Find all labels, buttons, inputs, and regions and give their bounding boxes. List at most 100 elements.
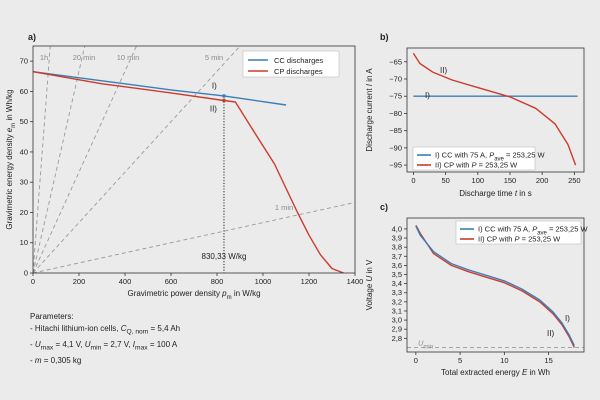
isoline-label-2: 10 min (117, 53, 140, 62)
c-ytick-label-4: 3,2 (392, 297, 402, 306)
parameters-limits: - Umax = 4,1 V, Umin = 2,7 V, Imax = 100… (30, 339, 180, 355)
b-ytick-label-0: −95 (389, 161, 402, 170)
b-xtick-label-5: 250 (568, 176, 581, 185)
series-b (412, 52, 578, 166)
c-ytick-label-2: 3,0 (392, 316, 402, 325)
legend-b-entry-1: II) CP with P = 253,25 W (435, 161, 518, 170)
b-ytick-label-2: −85 (389, 126, 402, 135)
cell-value: = 5,4 Ah (148, 324, 181, 334)
a-ytick-label-4: 40 (20, 147, 28, 156)
c-ytick-label-0: 2,8 (392, 334, 402, 343)
c-ytick-label-5: 3,3 (392, 288, 402, 297)
panel-label-c: c) (380, 202, 388, 212)
a-xtick-label-7: 1400 (347, 277, 364, 286)
legend-a: CC discharges CP discharges (242, 50, 340, 78)
isoline-2 (33, 46, 137, 273)
b-xtick-label-4: 200 (536, 176, 549, 185)
series-c-cp-line (415, 224, 575, 348)
b-plot-frame (406, 47, 585, 173)
c-ytick-label-3: 3,1 (392, 306, 402, 315)
isoline-label-4: 1 min (275, 203, 293, 212)
imax-sub: max (135, 344, 148, 352)
panel-label-a: a) (28, 32, 36, 42)
legend-c-box (455, 220, 582, 245)
marker-point-cp (222, 98, 226, 103)
a-xtick-label-0: 0 (31, 277, 35, 286)
a-ylabel: Gravimetric energy density em in Wh/kg (5, 89, 17, 229)
b-point-label-1: I) (425, 91, 430, 100)
a-ytick-label-0: 0 (24, 269, 28, 278)
b-ytick-label-5: −70 (389, 75, 402, 84)
c-ytick-label-12: 4,0 (392, 224, 402, 233)
b-ytick-label-6: −65 (389, 57, 402, 66)
legend-c-entry-1: II) CP with P = 253,25 W (478, 235, 561, 244)
c-xtick-label-1: 5 (458, 356, 462, 365)
c-ytick-label-6: 3,4 (392, 279, 402, 288)
legend-a-box (242, 50, 340, 78)
a-xtick-label-4: 800 (211, 277, 224, 286)
legend-a-entry-1: CP discharges (274, 67, 323, 76)
a-ytick-label-5: 50 (20, 117, 28, 126)
cell-symbol: C (120, 324, 127, 334)
c-xtick-label-3: 15 (544, 356, 552, 365)
series-a (33, 71, 344, 273)
cell-sub: Q, nom (126, 328, 149, 336)
b-ylabel: Discharge current I in A (365, 68, 374, 152)
a-xtick-label-6: 1200 (301, 277, 318, 286)
mass-val: = 0,305 kg (41, 355, 82, 365)
series-c-cc-line (415, 225, 575, 346)
a-plot-frame (32, 45, 356, 274)
a-xtick-label-1: 200 (73, 277, 86, 286)
c-point-label-0: I) (565, 314, 570, 323)
point-label-0: I) (212, 81, 217, 90)
series-cp-line (33, 71, 344, 273)
series-c (415, 224, 575, 348)
c-ytick-label-11: 3,9 (392, 234, 402, 243)
legend-a-entry-0: CC discharges (274, 56, 323, 65)
parameters-heading: Parameters: (30, 312, 74, 321)
isoline-4 (33, 201, 355, 273)
marker-label: 830,33 W/kg (202, 252, 247, 261)
isoline-label-1: 20 min (73, 53, 96, 62)
c-xtick-label-2: 10 (500, 356, 508, 365)
legend-b-entry-0: I) CC with 75 A, Pave = 253,25 W (435, 151, 545, 163)
isoline-label-0: 1h (40, 53, 48, 62)
a-ytick-label-1: 10 (20, 238, 28, 247)
umin-val: = 2,7 V, (101, 340, 133, 349)
a-xtick-label-2: 400 (119, 277, 132, 286)
c-xlabel: Total extracted energy E in Wh (441, 368, 550, 377)
b-xtick-label-0: 0 (411, 176, 415, 185)
a-xtick-label-5: 1000 (255, 277, 272, 286)
parameters-block: Parameters: - Hitachi lithium-ion cells,… (30, 311, 180, 367)
legend-b-box (412, 146, 536, 171)
b-ytick-label-4: −75 (389, 92, 402, 101)
umax-sub: max (40, 344, 54, 352)
chart-a: 1h 20 min 10 min 5 min 1 min 830,33 W/kg I) II)… (5, 32, 364, 301)
b-ytick-label-3: −80 (389, 109, 402, 118)
series-b-cp-line (412, 52, 577, 166)
a-ytick-label-7: 70 (20, 57, 28, 66)
c-ytick-label-7: 3,5 (392, 270, 402, 279)
a-xlabel: Gravimetric power density pm in W/kg (127, 289, 260, 301)
c-point-label-1: II) (547, 329, 554, 338)
panel-label-b: b) (380, 32, 389, 42)
b-xtick-label-1: 50 (441, 176, 449, 185)
a-ytick-label-3: 30 (20, 178, 28, 187)
umin-sub: min (90, 344, 102, 352)
b-xtick-label-2: 100 (472, 176, 485, 185)
legend-c: I) CC with 75 A, Pave = 253,25 WII) CP w… (455, 220, 588, 245)
legend-b: I) CC with 75 A, Pave = 253,25 WII) CP w… (412, 146, 545, 171)
series-cc-line (33, 71, 287, 106)
parameters-cells: - Hitachi lithium-ion cells, CQ, nom = 5… (30, 323, 180, 339)
c-ytick-label-10: 3,8 (392, 243, 402, 252)
umin-label: Umin (418, 338, 433, 350)
marker-point-cc (222, 94, 226, 98)
b-xtick-label-3: 150 (504, 176, 517, 185)
c-ytick-label-1: 2,9 (392, 325, 402, 334)
c-ytick-label-9: 3,7 (392, 252, 402, 261)
umax-sym: U (34, 340, 41, 349)
umax-val: = 4,1 V, (53, 340, 85, 349)
c-plot-frame (406, 217, 585, 353)
cell-prefix: - Hitachi lithium-ion cells, (30, 324, 121, 334)
